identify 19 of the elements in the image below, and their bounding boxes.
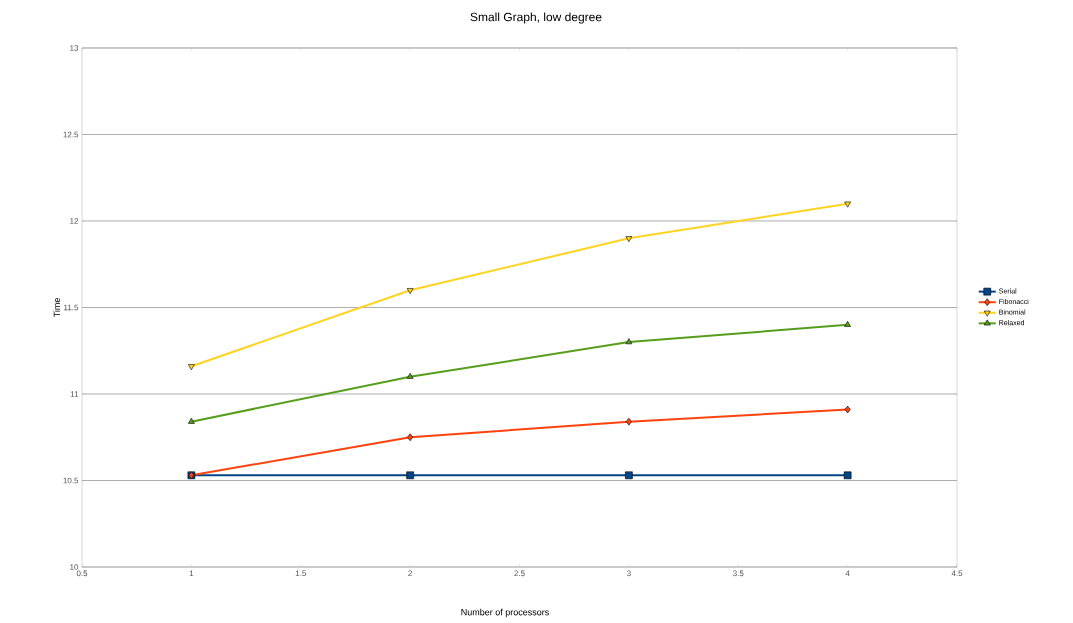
y-tick-label: 10.5 [63,477,79,484]
y-tick-label: 11.5 [64,304,79,311]
y-tick-label: 12.5 [63,131,79,138]
x-tick-label: 3.5 [732,570,744,577]
y-axis-title: Time [53,298,61,318]
chart-title: Small Graph, low degree [470,12,602,24]
x-tick-label: 2 [408,570,412,577]
x-tick-label: 1.5 [295,570,306,577]
y-tick-label: 10 [70,564,79,570]
x-tick-label: 4.5 [951,570,963,577]
y-tick-label: 12 [70,218,79,224]
y-tick-label: 11 [70,391,79,397]
x-tick-label: 4 [845,570,850,577]
y-tick-label: 13 [70,45,79,51]
x-tick-label: 0.5 [76,570,88,577]
x-tick-label: 3 [626,570,631,577]
x-axis-title: Number of processors [461,608,549,618]
x-tick-label: 2.5 [514,570,525,577]
x-tick-label: 1 [189,570,194,577]
